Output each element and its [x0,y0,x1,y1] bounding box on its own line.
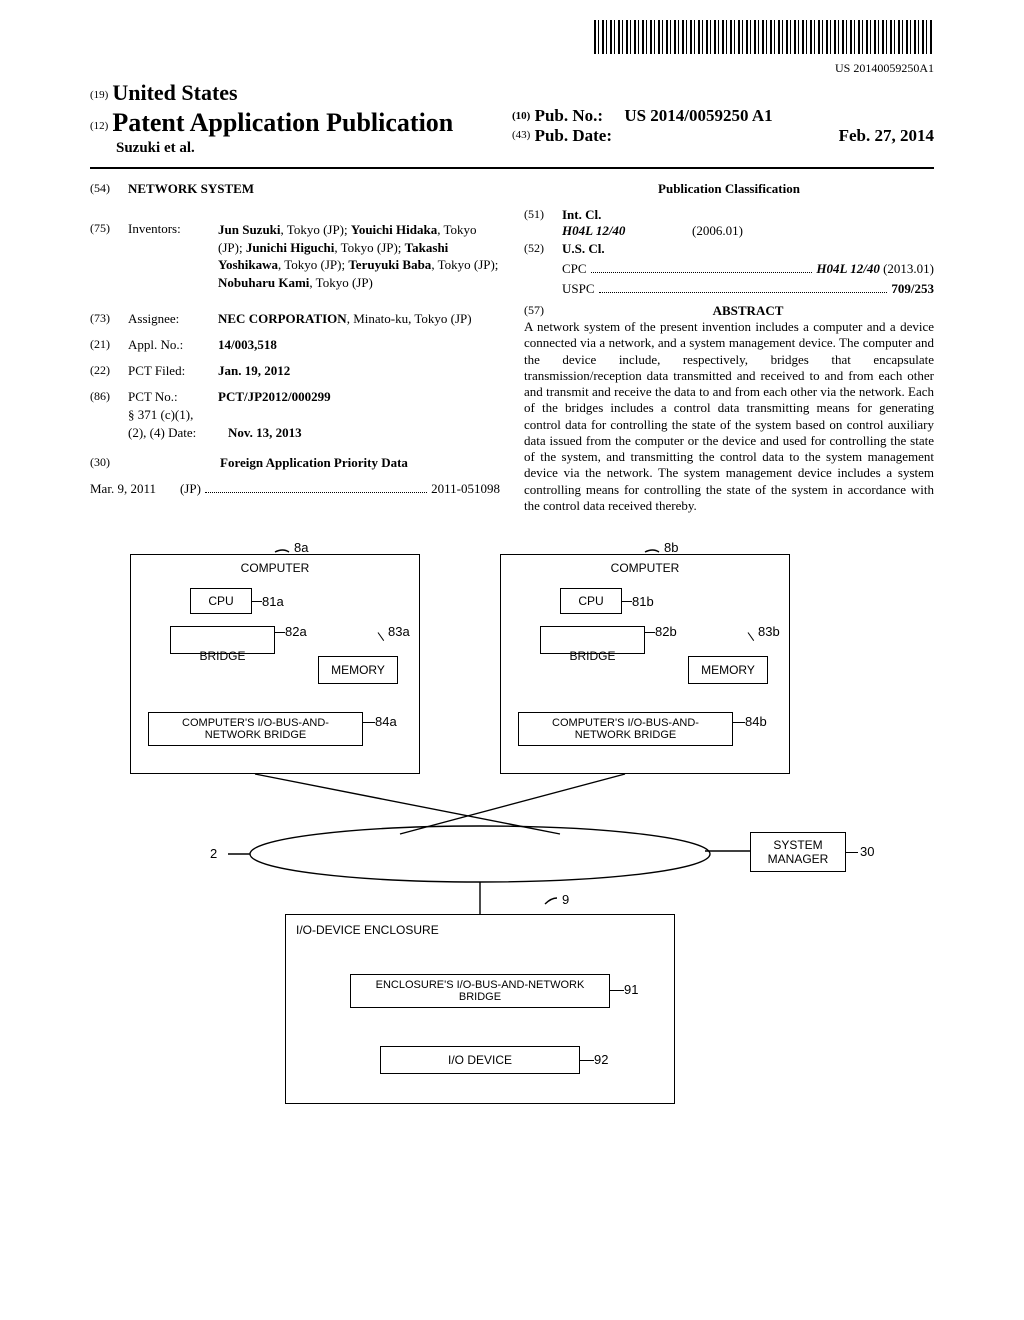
enclosure-container: I/O-DEVICE ENCLOSURE [285,914,675,1104]
ref-9: 9 [562,892,569,907]
pub-no-value: US 2014/0059250 A1 [624,106,772,125]
abstract-head: ABSTRACT [562,303,934,319]
country-line: (19) United States [90,80,512,106]
io-bridge-b-box: COMPUTER'S I/O-BUS-AND-NETWORK BRIDGE [518,712,733,746]
foreign-date: Mar. 9, 2011 [90,481,156,497]
pub-date-value: Feb. 27, 2014 [612,126,934,146]
inventors-label: Inventors: [128,221,218,291]
ref-8a: 8a [294,540,308,555]
ref-84b: 84b [745,714,767,729]
ref-2: 2 [210,846,217,861]
pctno-label: PCT No.: [128,389,218,405]
ref-81b: 81b [632,594,654,609]
doctype-text: Patent Application Publication [112,108,453,137]
country-name: United States [112,80,237,105]
pub-date-num: (43) [512,126,530,146]
memory-a-box: MEMORY [318,656,398,684]
enclosure-io-bridge-box: ENCLOSURE'S I/O-BUS-AND-NETWORK BRIDGE [350,974,610,1008]
computer-b-title: COMPUTER [501,555,789,577]
inventors-num: (75) [90,221,128,291]
left-column: (54) NETWORK SYSTEM (75) Inventors: Jun … [90,181,500,514]
system-manager-box: SYSTEM MANAGER [750,832,846,872]
pub-no-num: (10) [512,110,530,122]
assignee-label: Assignee: [128,311,218,327]
uspc-label: USPC [562,281,595,297]
s371-line2: (2), (4) Date: [128,425,228,441]
io-device-box: I/O DEVICE [380,1046,580,1074]
document-body: (54) NETWORK SYSTEM (75) Inventors: Jun … [90,181,934,514]
figure-diagram: COMPUTER CPU BRIDGE MEMORY COMPUTER'S I/… [90,544,934,1144]
ref-83a: 83a [388,624,410,639]
s371-line1: § 371 (c)(1), [128,407,500,423]
pctfiled-num: (22) [90,363,128,379]
inventors-list: Jun Suzuki, Tokyo (JP); Youichi Hidaka, … [218,221,500,291]
cpc-label: CPC [562,261,587,277]
bridge-b-box: BRIDGE [540,626,645,654]
pctno-value: PCT/JP2012/000299 [218,389,500,405]
doctype-line: (12) Patent Application Publication [90,108,512,138]
barcode-text: US 20140059250A1 [90,61,934,76]
ref-91: 91 [624,982,638,997]
s371-value: Nov. 13, 2013 [228,425,500,441]
cpc-value: H04L 12/40 [816,261,879,277]
ref-82b: 82b [655,624,677,639]
ref-8b: 8b [664,540,678,555]
pub-no-label: Pub. No.: [535,106,603,125]
doctype-num: (12) [90,120,108,132]
intcl-date: (2006.01) [692,223,743,239]
io-bridge-a-box: COMPUTER'S I/O-BUS-AND-NETWORK BRIDGE [148,712,363,746]
assignee-value: NEC CORPORATION, Minato-ku, Tokyo (JP) [218,311,500,327]
ref-30: 30 [860,844,874,859]
pctfiled-value: Jan. 19, 2012 [218,363,500,379]
intcl-num: (51) [524,207,562,239]
foreign-num: (30) [90,455,128,471]
barcode-area: US 20140059250A1 [90,20,934,76]
title-num: (54) [90,181,128,197]
pub-date-line: (43) Pub. Date: Feb. 27, 2014 [512,126,934,146]
ref-81a: 81a [262,594,284,609]
applicant-name: Suzuki et al. [116,140,512,157]
enclosure-title: I/O-DEVICE ENCLOSURE [286,915,674,937]
dotfill [205,483,427,493]
ref-92: 92 [594,1052,608,1067]
foreign-head: Foreign Application Priority Data [128,455,500,471]
abstract-body: A network system of the present inventio… [524,319,934,514]
abstract-num: (57) [524,303,562,319]
applno-num: (21) [90,337,128,353]
bridge-a-box: BRIDGE [170,626,275,654]
right-column: Publication Classification (51) Int. Cl.… [524,181,934,514]
applno-value: 14/003,518 [218,337,500,353]
document-header: (19) United States (12) Patent Applicati… [90,80,934,169]
computer-a-title: COMPUTER [131,555,419,577]
pctno-num: (86) [90,389,128,405]
pub-date-label: Pub. Date: [535,126,612,146]
applno-label: Appl. No.: [128,337,218,353]
cpu-b-box: CPU [560,588,622,614]
uscl-num: (52) [524,241,562,297]
ref-83b: 83b [758,624,780,639]
uspc-value: 709/253 [891,281,934,297]
foreign-val: 2011-051098 [431,481,500,497]
uscl-label: U.S. Cl. [562,241,934,257]
pub-no-line: (10) Pub. No.: US 2014/0059250 A1 [512,106,934,126]
cpu-a-box: CPU [190,588,252,614]
intcl-label: Int. Cl. [562,207,934,223]
pctfiled-label: PCT Filed: [128,363,218,379]
barcode-graphic [594,20,934,54]
assignee-num: (73) [90,311,128,327]
ref-84a: 84a [375,714,397,729]
memory-b-box: MEMORY [688,656,768,684]
pubclass-head: Publication Classification [524,181,934,197]
foreign-cc: (JP) [180,481,201,497]
country-num: (19) [90,89,108,101]
intcl-code: H04L 12/40 [562,223,692,239]
ref-82a: 82a [285,624,307,639]
invention-title: NETWORK SYSTEM [128,181,254,197]
cpc-date: (2013.01) [883,261,934,277]
